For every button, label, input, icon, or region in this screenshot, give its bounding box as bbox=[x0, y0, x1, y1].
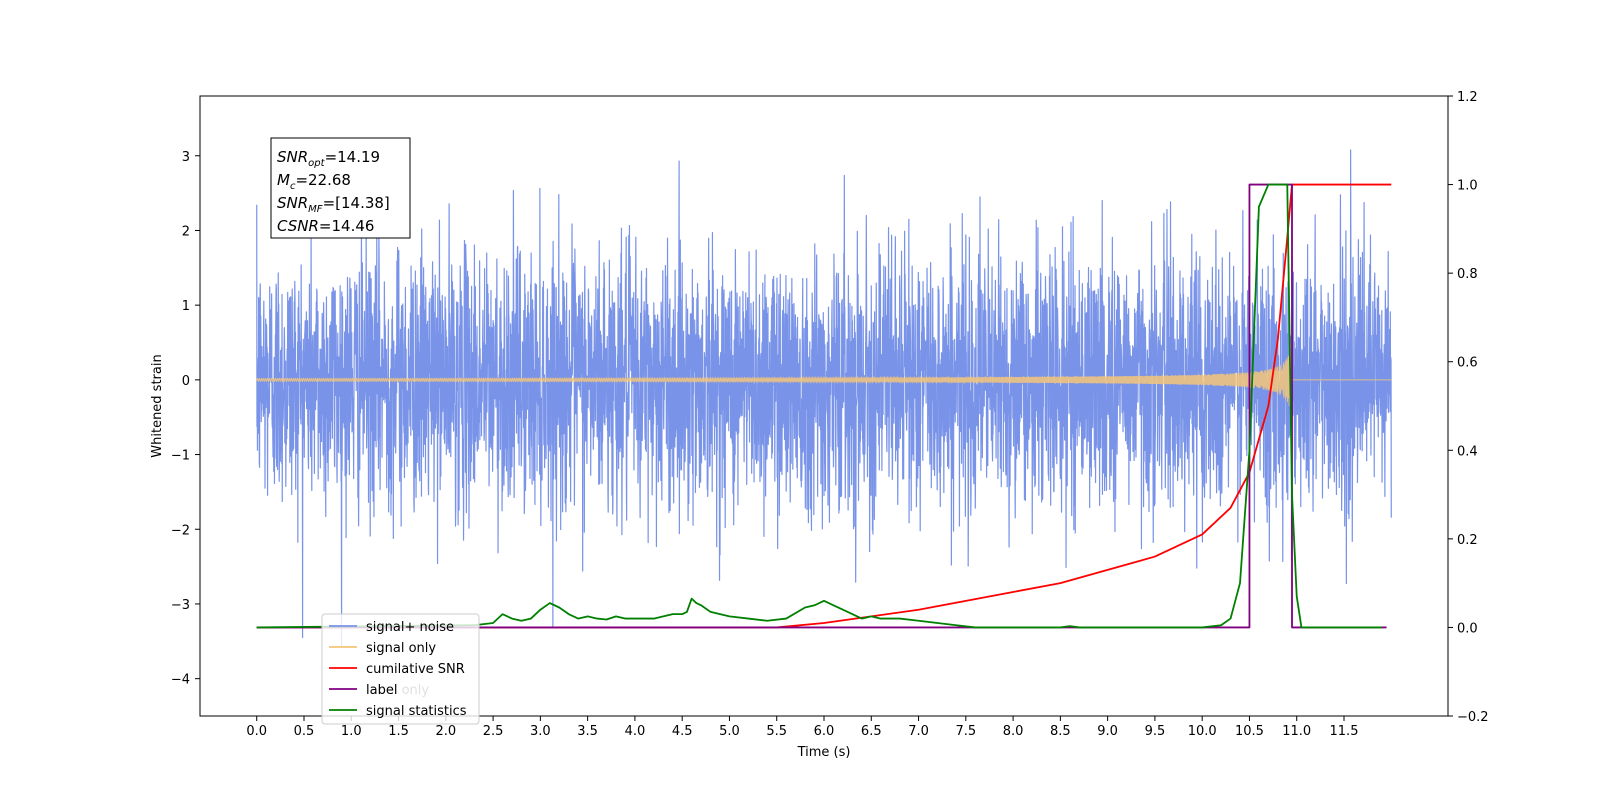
annotation-subscript: MF bbox=[308, 204, 323, 215]
legend-ghost-label: label only bbox=[366, 683, 429, 698]
line-signal-plus-noise bbox=[256, 149, 1392, 648]
annotation-subscript: c bbox=[290, 181, 296, 192]
x-tick-label: 9.0 bbox=[1097, 724, 1118, 739]
x-tick-label: 10.0 bbox=[1188, 724, 1217, 739]
x-tick-label: 10.5 bbox=[1235, 724, 1264, 739]
legend-label: signal+ noise bbox=[366, 620, 454, 635]
y-axis-right: 1.2 1.0 0.8 0.6 0.4 0.2 0.0 −0.2 bbox=[1448, 90, 1489, 725]
annotation-subscript: opt bbox=[308, 158, 325, 169]
legend-label: signal only bbox=[366, 641, 436, 656]
x-tick-label: 1.0 bbox=[341, 724, 362, 739]
y-axis-left: 3 2 1 0 −1 −2 −3 −4 bbox=[171, 150, 200, 688]
right-axis-series bbox=[256, 183, 1392, 629]
annotation-value: =[14.38] bbox=[323, 194, 390, 212]
x-tick-label: 2.5 bbox=[483, 724, 504, 739]
x-tick-label: 4.5 bbox=[672, 724, 693, 739]
annotation-line: CSNR=14.46 bbox=[277, 217, 374, 235]
x-tick-label: 6.0 bbox=[814, 724, 835, 739]
annotation-value: =14.19 bbox=[325, 148, 381, 166]
annotation-value: =22.68 bbox=[295, 171, 351, 189]
annotation-symbol: M bbox=[277, 171, 290, 189]
annotation-line: Mc=22.68 bbox=[277, 171, 351, 192]
legend-label: label bbox=[366, 683, 397, 698]
y2-tick-label: 0.4 bbox=[1457, 444, 1478, 459]
series-signal-only bbox=[256, 342, 1392, 414]
x-axis: 0.0 0.5 1.0 1.5 2.0 2.5 3.0 3.5 4.0 4.5 5.0 5.5 6.0 6… bbox=[246, 716, 1358, 739]
y2-tick-label: 0.2 bbox=[1457, 533, 1478, 548]
x-tick-label: 7.5 bbox=[955, 724, 976, 739]
annotation-box: SNRopt=14.19Mc=22.68SNRMF=[14.38]CSNR=14… bbox=[270, 137, 411, 239]
y-tick-label: 2 bbox=[182, 224, 190, 239]
legend-label: signal statistics bbox=[366, 704, 467, 719]
y-axis-label: Whitened strain bbox=[150, 354, 165, 457]
series-signal-plus-noise bbox=[256, 149, 1392, 648]
y2-tick-label: 1.2 bbox=[1457, 90, 1478, 105]
x-tick-label: 11.0 bbox=[1282, 724, 1311, 739]
y-tick-label: −2 bbox=[171, 523, 190, 538]
x-tick-label: 8.0 bbox=[1003, 724, 1024, 739]
annotation-symbol: CSNR bbox=[277, 217, 319, 235]
y2-tick-label: 0.0 bbox=[1457, 621, 1478, 636]
x-tick-label: 1.5 bbox=[388, 724, 409, 739]
x-tick-label: 2.0 bbox=[435, 724, 456, 739]
legend-frame bbox=[321, 613, 480, 725]
x-tick-label: 5.0 bbox=[719, 724, 740, 739]
y-tick-label: 0 bbox=[182, 374, 190, 389]
x-tick-label: 5.5 bbox=[766, 724, 787, 739]
line-signal-only bbox=[256, 342, 1392, 414]
legend-label: cumilative SNR bbox=[366, 662, 465, 677]
x-tick-label: 3.0 bbox=[530, 724, 551, 739]
x-tick-label: 0.0 bbox=[246, 724, 267, 739]
y2-tick-label: 0.6 bbox=[1457, 356, 1478, 371]
annotation-symbol: SNR bbox=[277, 148, 308, 166]
x-tick-label: 9.5 bbox=[1145, 724, 1166, 739]
y2-tick-label: 1.0 bbox=[1457, 179, 1478, 194]
line-signal-statistics bbox=[256, 183, 1382, 629]
y-tick-label: 3 bbox=[182, 150, 190, 165]
y-tick-label: −3 bbox=[171, 598, 190, 613]
annotation-line: SNRMF=[14.38] bbox=[277, 194, 390, 215]
y2-tick-label: 0.8 bbox=[1457, 267, 1478, 282]
annotation-symbol: SNR bbox=[277, 194, 308, 212]
x-tick-label: 8.5 bbox=[1050, 724, 1071, 739]
legend: label only signal+ noise signal only cumila… bbox=[321, 613, 480, 725]
x-tick-label: 11.5 bbox=[1330, 724, 1359, 739]
y-tick-label: −1 bbox=[171, 449, 190, 464]
annotation-box-frame bbox=[270, 137, 411, 239]
x-tick-label: 6.5 bbox=[861, 724, 882, 739]
plot-area bbox=[256, 149, 1392, 648]
y-tick-label: 1 bbox=[182, 299, 190, 314]
x-axis-label: Time (s) bbox=[797, 745, 851, 760]
x-tick-label: 3.5 bbox=[577, 724, 598, 739]
x-tick-label: 4.0 bbox=[625, 724, 646, 739]
annotation-line: SNRopt=14.19 bbox=[277, 148, 380, 169]
y-tick-label: −4 bbox=[171, 673, 190, 688]
annotation-value: =14.46 bbox=[319, 217, 375, 235]
y2-tick-label: −0.2 bbox=[1457, 710, 1489, 725]
x-tick-label: 7.0 bbox=[908, 724, 929, 739]
x-tick-label: 0.5 bbox=[294, 724, 315, 739]
